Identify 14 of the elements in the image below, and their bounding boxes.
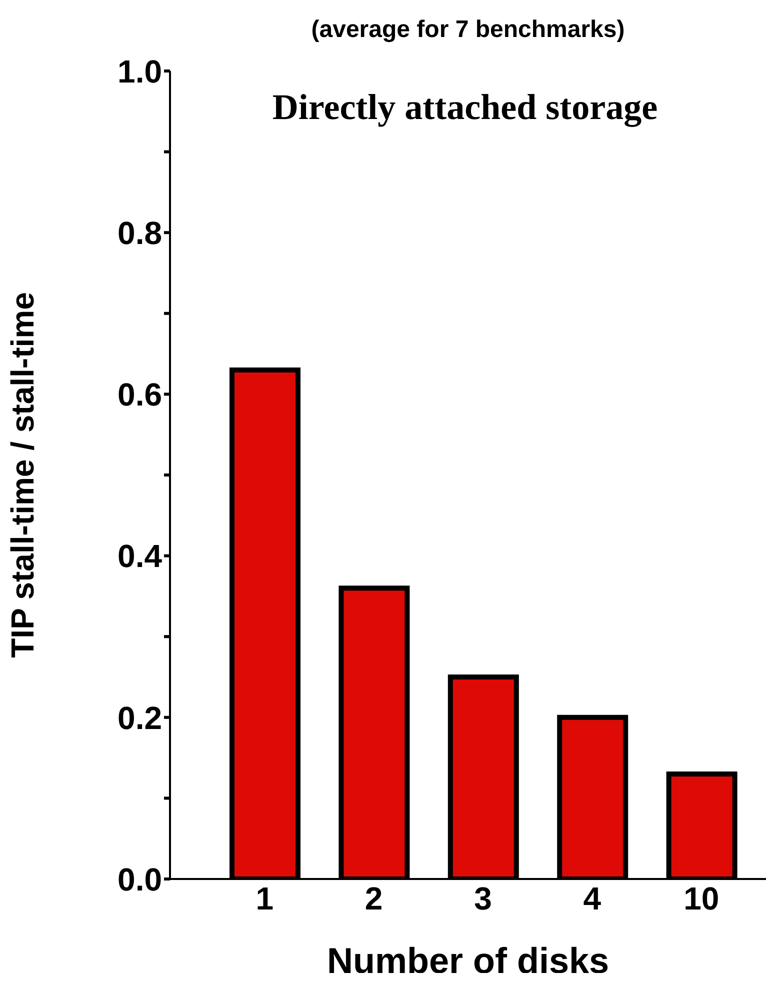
x-tick-label: 4 (583, 880, 602, 917)
chart-title: (average for 7 benchmarks) (310, 16, 626, 44)
y-tick-label: 0.6 (118, 376, 162, 413)
x-tick-label: 2 (364, 880, 383, 917)
y-tick-label: 0.0 (118, 861, 162, 898)
x-tick-label: 3 (474, 880, 492, 917)
y-tick-label: 1.0 (118, 53, 162, 90)
y-tick-label: 0.8 (118, 214, 162, 251)
x-tick-label: 1 (256, 880, 274, 917)
annotation: Directly attached storage (271, 86, 659, 128)
y-axis-title: TIP stall-time / stall-time (4, 292, 40, 658)
y-tick-label: 0.2 (118, 700, 162, 736)
y-tick-label: 0.4 (118, 538, 162, 574)
x-tick-label: 10 (684, 880, 720, 917)
